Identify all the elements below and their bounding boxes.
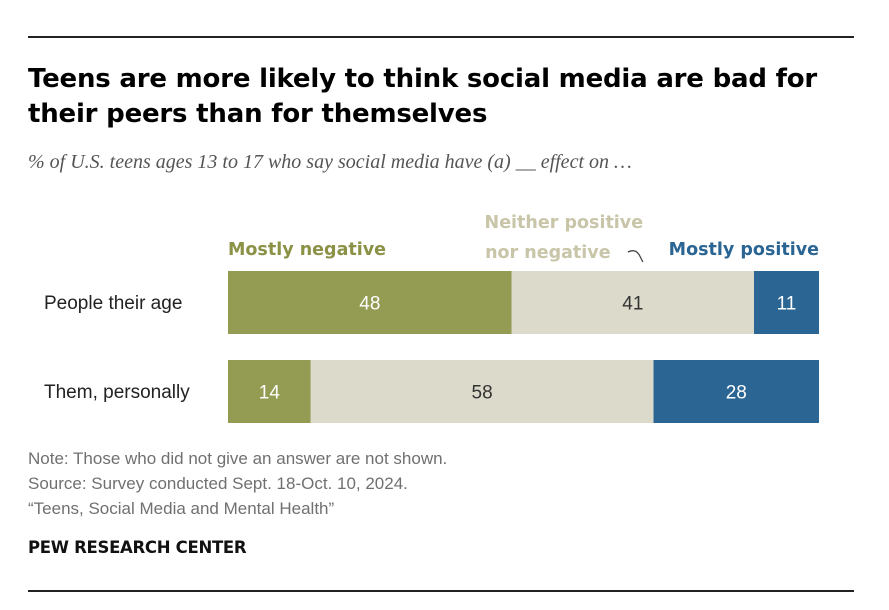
bar-value-label: 48: [359, 294, 380, 315]
bar-segment: [653, 360, 819, 423]
top-rule: [28, 36, 854, 38]
legend-mostly-negative: Mostly negative: [228, 240, 386, 260]
footer-report: “Teens, Social Media and Mental Health”: [28, 499, 335, 518]
footer-source: Source: Survey conducted Sept. 18-Oct. 1…: [28, 474, 408, 493]
bar-segment: [228, 360, 311, 423]
bar-value-label: 11: [777, 294, 797, 315]
bar-segment: [511, 271, 754, 334]
legend-mostly-positive: Mostly positive: [669, 240, 819, 260]
legend-neither-line1: Neither positive: [485, 213, 644, 233]
category-label: People their age: [44, 293, 182, 314]
footer-note: Note: Those who did not give an answer a…: [28, 449, 448, 468]
legend-leader-line: [627, 250, 644, 263]
bar-value-label: 58: [472, 383, 493, 404]
bar-value-label: 41: [622, 294, 643, 315]
bar-segment: [228, 271, 512, 334]
chart-footer: Note: Those who did not give an answer a…: [28, 446, 447, 521]
chart-title: Teens are more likely to think social me…: [28, 64, 817, 129]
brand-logo-text: PEW RESEARCH CENTER: [28, 538, 247, 557]
bar-segment: [310, 360, 654, 423]
stacked-bar-chart: People their age 48 41 11 Them, personally 14…: [44, 213, 819, 423]
bar-segment: [753, 271, 819, 334]
legend-neither-line2: nor negative: [485, 243, 611, 263]
category-label: Them, personally: [44, 382, 190, 403]
bottom-rule: [28, 590, 854, 592]
bar-value-label: 14: [259, 383, 281, 404]
chart-subtitle: % of U.S. teens ages 13 to 17 who say so…: [28, 151, 632, 173]
bar-value-label: 28: [726, 383, 747, 404]
